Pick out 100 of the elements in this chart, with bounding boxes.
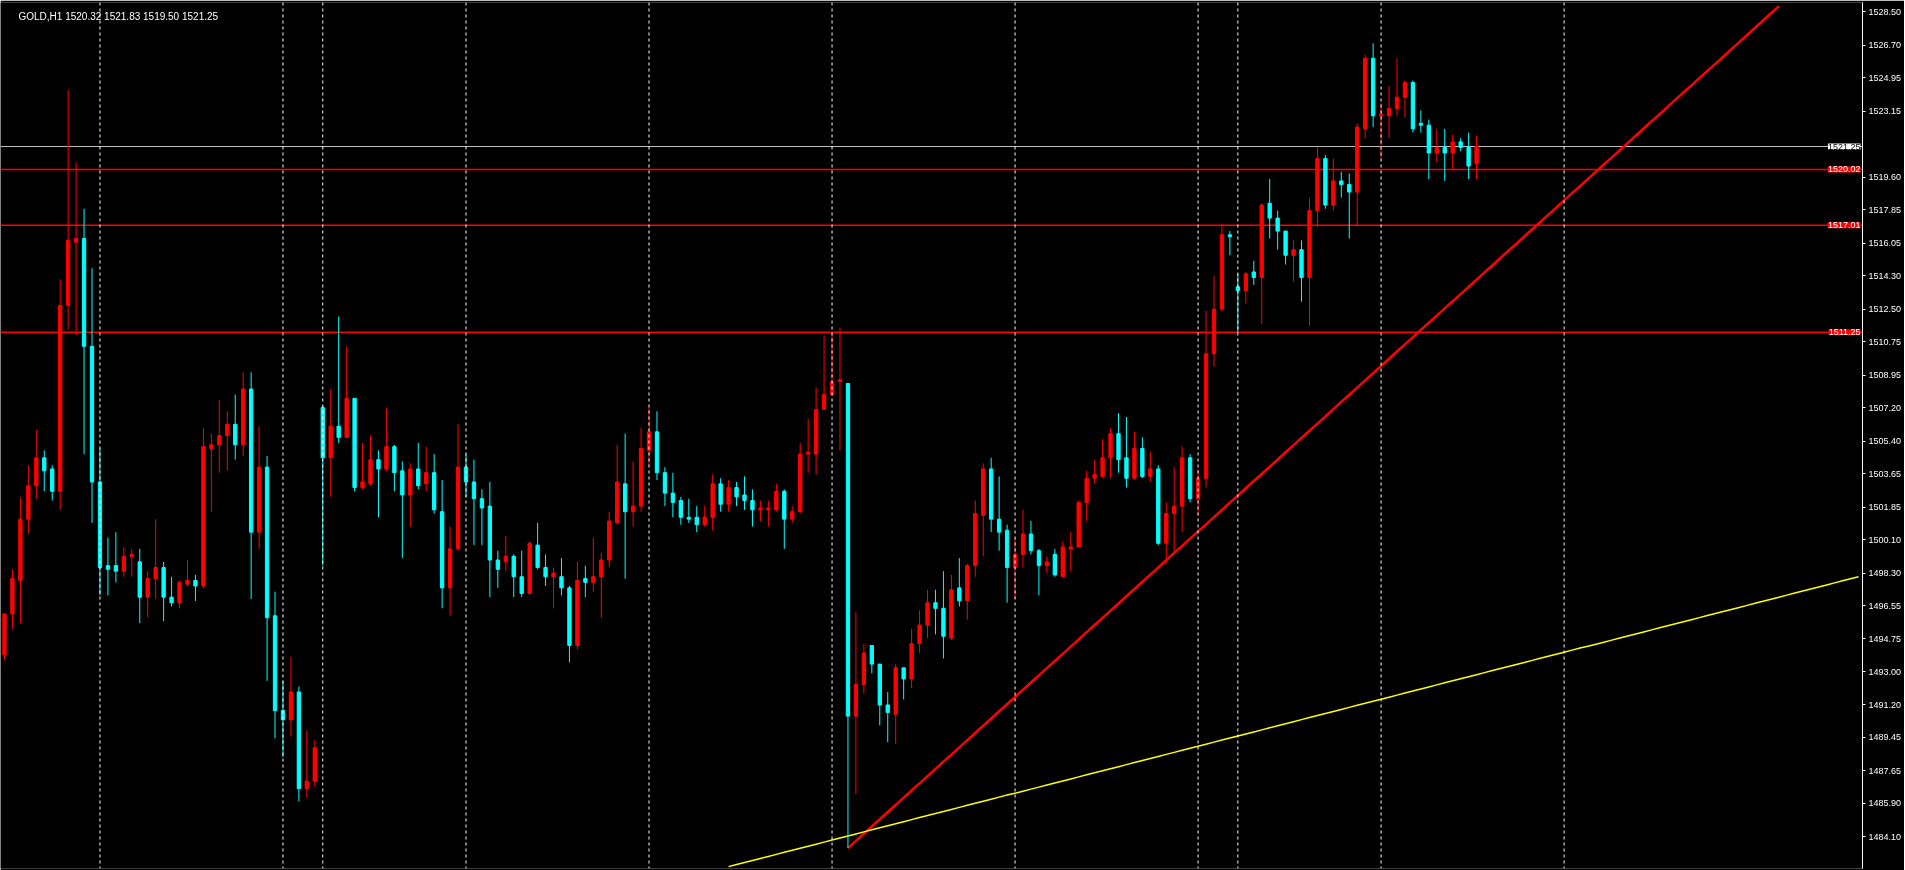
candlestick [105,537,111,596]
candlestick [129,548,134,578]
y-tick-label: 1501.85 [1868,502,1902,513]
candlestick [1028,520,1034,555]
line-series [727,575,1860,868]
y-tick-label: 1523.15 [1868,106,1902,117]
candlestick [1386,85,1392,139]
ref-line-label: 1521.25 [1827,141,1861,152]
candlestick [503,535,508,572]
y-tick-label: 1512.50 [1868,304,1902,315]
y-tick-label: 1508.95 [1868,370,1902,381]
candlestick [209,433,214,513]
candlestick [384,407,389,472]
candlestick [1402,80,1408,119]
candlestick [925,589,930,639]
candlestick [678,496,684,526]
candlestick [121,546,127,578]
y-tick-label: 1494.75 [1868,633,1902,644]
candlestick [225,410,230,472]
candlestick [1418,109,1424,134]
candlestick [670,472,676,518]
candlestick [1020,509,1026,568]
candlestick [1339,171,1344,199]
candlestick [718,477,723,513]
candlestick [543,553,548,587]
candlestick [774,483,779,513]
y-tick-label: 1524.95 [1868,72,1902,83]
candlestick [933,589,938,635]
candlestick [153,518,158,600]
candlestick [177,579,182,609]
candlestick [1100,438,1105,479]
y-tick-label: 1519.60 [1868,172,1902,183]
candlestick [495,550,500,589]
candlestick [1052,548,1058,578]
y-tick-label: 1496.55 [1868,600,1902,611]
candlestick [742,475,747,511]
candlestick [821,334,827,410]
candlestick [1251,260,1256,286]
candlestick [957,557,962,607]
y-tick-label: 1528.50 [1868,6,1902,17]
candlestick [193,574,198,602]
candlestick [1036,548,1042,596]
candlestick [885,691,890,743]
candlestick [233,394,238,461]
y-tick-label: 1489.45 [1868,732,1902,743]
candlestick [1466,132,1471,180]
candlestick [766,500,771,528]
candlestick [917,609,922,654]
candlestick [702,505,707,528]
candlestick [360,442,365,490]
candlestick [599,552,604,619]
candlestick [1291,239,1296,282]
candlestick [1275,210,1280,251]
candlestick [694,505,699,533]
candlestick [479,488,485,546]
candlestick [1124,416,1129,489]
candlestick [535,522,540,570]
candlestick [471,459,477,546]
candlestick [758,500,763,522]
y-tick-label: 1493.00 [1868,666,1902,677]
candlestick [1434,128,1439,163]
candlestick [726,479,731,513]
candlestick [145,570,150,619]
candlestick [416,442,421,490]
candlestick [1044,555,1050,574]
candlestick [1092,459,1097,485]
candlestick [1378,102,1384,160]
y-tick-label: 1484.10 [1868,831,1902,842]
candlestick [511,553,516,598]
ref-line-label: 1517.01 [1827,220,1861,231]
candlestick [901,667,906,700]
candlestick [630,461,636,528]
y-tick-label: 1487.65 [1868,765,1902,776]
candlestick [336,316,341,444]
y-tick-label: 1485.90 [1868,798,1902,809]
candlestick [169,576,174,607]
candlestick [185,559,190,587]
candlestick [1442,128,1447,182]
y-tick-label: 1503.65 [1868,468,1902,479]
candlestick [869,645,874,674]
candlestick [519,550,524,598]
y-tick-label: 1516.05 [1868,238,1902,249]
y-tick-label: 1505.40 [1868,436,1902,447]
candlestick [376,449,381,518]
text: GOLD,H1 1520.32 1521.83 1519.50 1521.25 [18,11,219,22]
candlestick [662,466,668,507]
y-tick-label: 1517.85 [1868,204,1902,215]
candlestick [686,498,691,524]
candlestick [42,449,47,492]
candlestick [50,464,55,502]
candlestick [996,475,1002,552]
ref-line-label: 1520.02 [1827,164,1861,175]
y-tick-label: 1491.20 [1868,699,1902,710]
candlestick [1227,230,1233,256]
candlestick [591,537,596,593]
candlestick [1148,451,1153,483]
ref-line-label: 1511.25 [1828,327,1861,338]
candlestick [1243,271,1248,305]
candlestick [750,488,755,528]
candlestick [1394,57,1400,117]
